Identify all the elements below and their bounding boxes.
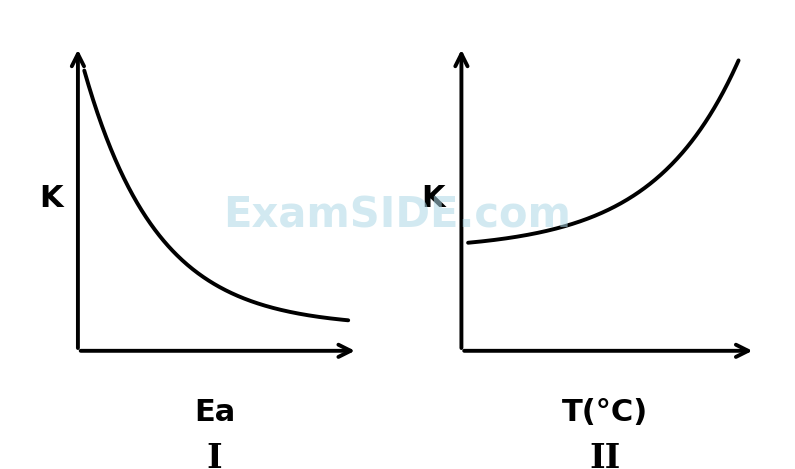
Text: I: I	[207, 442, 223, 469]
Text: II: II	[589, 442, 621, 469]
Text: T(°C): T(°C)	[562, 398, 648, 427]
Text: K: K	[40, 184, 64, 213]
Text: K: K	[421, 184, 445, 213]
Text: Ea: Ea	[194, 398, 235, 427]
Text: ExamSIDE.com: ExamSIDE.com	[223, 195, 572, 237]
